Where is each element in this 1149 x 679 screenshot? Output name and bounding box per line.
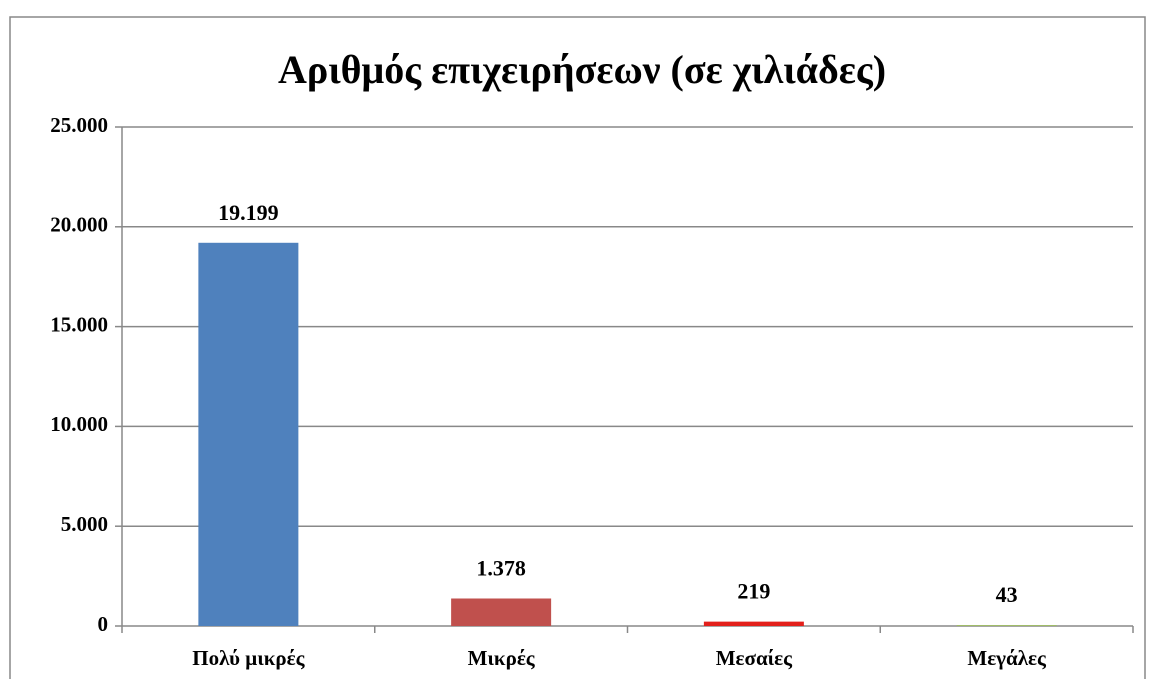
chart-title: Αριθμός επιχειρήσεων (σε χιλιάδες) bbox=[278, 47, 886, 92]
bar bbox=[703, 621, 804, 626]
x-tick-label: Μεσαίες bbox=[716, 646, 793, 670]
data-label: 219 bbox=[737, 579, 770, 604]
data-label: 1.378 bbox=[476, 556, 526, 581]
data-label: 19.199 bbox=[218, 200, 279, 225]
bar bbox=[198, 242, 299, 626]
data-label: 43 bbox=[996, 582, 1018, 607]
y-tick-label: 25.000 bbox=[50, 113, 108, 137]
x-tick-label: Μεγάλες bbox=[967, 646, 1047, 670]
y-tick-label: 20.000 bbox=[50, 213, 108, 237]
y-tick-label: 5.000 bbox=[61, 512, 108, 536]
y-tick-label: 10.000 bbox=[50, 412, 108, 436]
y-tick-label: 15.000 bbox=[50, 312, 108, 336]
x-tick-label: Μικρές bbox=[468, 646, 536, 670]
bar bbox=[956, 625, 1057, 626]
chart-border bbox=[9, 16, 1146, 679]
bar bbox=[451, 598, 552, 626]
x-tick-label: Πολύ μικρές bbox=[192, 646, 305, 670]
y-tick-label: 0 bbox=[98, 612, 109, 636]
